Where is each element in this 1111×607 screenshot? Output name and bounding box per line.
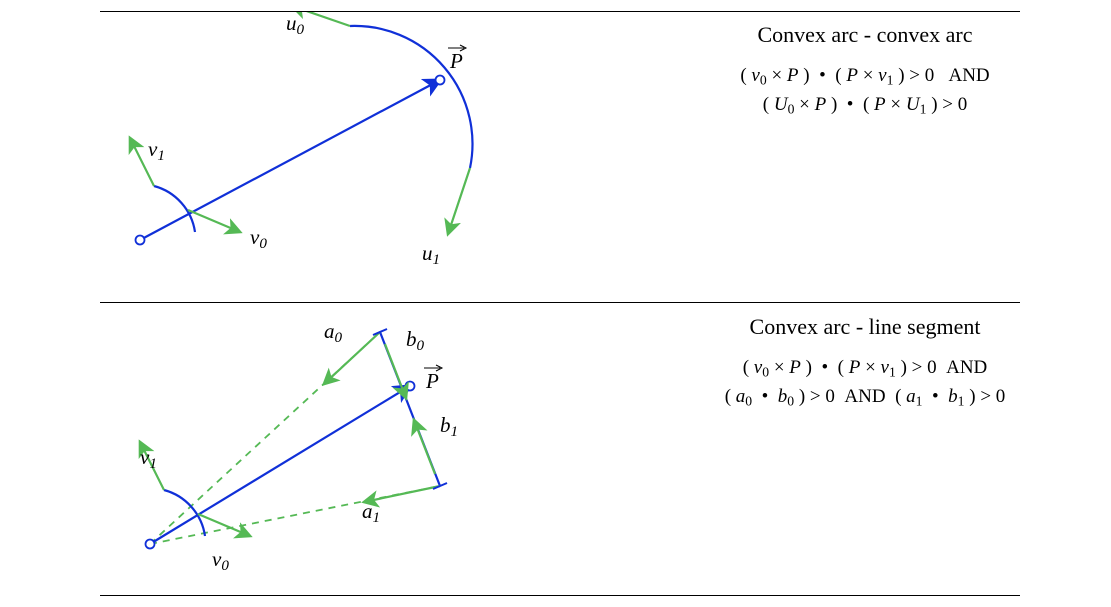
label-u1: u1: [422, 241, 440, 268]
text-bottom: Convex arc - line segment ( v0 × P ) • (…: [640, 314, 1090, 412]
rule-middle: [100, 302, 1020, 303]
title-top: Convex arc - convex arc: [640, 22, 1090, 48]
label-v1: v1: [148, 137, 165, 164]
svg-text:P: P: [425, 369, 439, 393]
label-a1: a1: [362, 499, 380, 526]
rule-bottom: [100, 595, 1020, 596]
diagram-top: P v0 v1 u0 u1: [100, 12, 610, 302]
origin-dot: [146, 540, 155, 549]
vector-P: [140, 80, 440, 240]
tangent-a1: [364, 486, 440, 502]
origin-dot: [136, 236, 145, 245]
label-a0: a0: [324, 319, 343, 346]
arc-v: [164, 490, 205, 536]
label-v0: v0: [250, 225, 267, 252]
tangent-v0: [188, 210, 240, 232]
panel-top: P v0 v1 u0 u1 Convex arc - convex arc ( …: [100, 12, 1020, 302]
svg-text:P: P: [449, 49, 463, 73]
label-b0: b0: [406, 327, 425, 354]
title-bottom: Convex arc - line segment: [640, 314, 1090, 340]
formula-bottom: ( v0 × P ) • ( P × v1 ) > 0 AND( a0 • b0…: [640, 354, 1090, 412]
tangent-u1: [448, 168, 470, 234]
arc-u: [350, 26, 472, 168]
P-end-dot: [436, 76, 445, 85]
P-end-dot: [406, 382, 415, 391]
diagram-bottom: P v0 v1 a0 b0 b1 a1: [100, 304, 610, 594]
tangent-b0: [385, 344, 406, 398]
label-b1: b1: [440, 413, 458, 440]
formula-top: ( v0 × P ) • ( P × v1 ) > 0 AND( U0 × P …: [640, 62, 1090, 120]
label-v1: v1: [140, 445, 157, 472]
text-top: Convex arc - convex arc ( v0 × P ) • ( P…: [640, 22, 1090, 120]
label-P: P: [424, 365, 442, 393]
label-v0: v0: [212, 547, 229, 574]
tangent-b1: [414, 420, 435, 474]
panel-bottom: P v0 v1 a0 b0 b1 a1 Convex arc - line se…: [100, 304, 1020, 594]
label-u0: u0: [286, 12, 305, 38]
label-P: P: [448, 45, 466, 73]
arc-v: [154, 186, 195, 232]
